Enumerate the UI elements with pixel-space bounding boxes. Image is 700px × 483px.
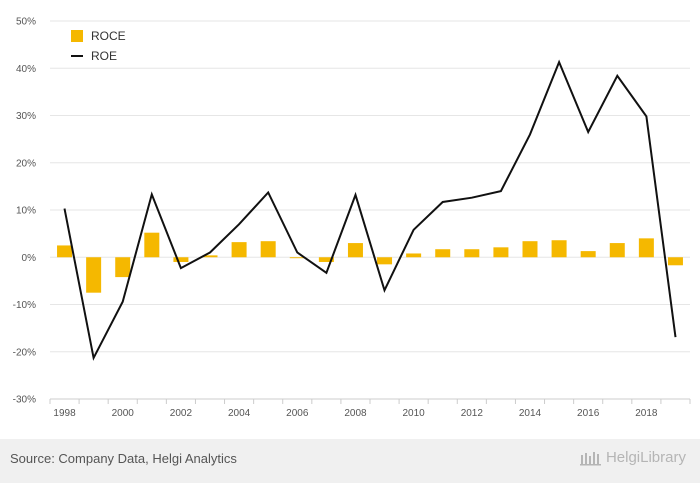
y-tick-label: 30% (16, 111, 36, 122)
chart: -30% -20% -10% 0% 10% 20% 30% 40% 50% 1998 2000 20… (13, 17, 691, 419)
roce-bar (493, 247, 509, 258)
legend: ROCE ROE (71, 29, 126, 63)
roce-bar (318, 257, 334, 262)
roce-bar (551, 240, 567, 258)
roce-bar (464, 249, 480, 258)
roce-bar (86, 257, 102, 293)
footer: Source: Company Data, Helgi Analytics He… (0, 439, 700, 483)
y-tick-label: -30% (13, 395, 36, 406)
roce-bar (289, 257, 305, 259)
roe-line-path (63, 59, 677, 361)
x-axis: 1998 2000 2002 2004 2006 2008 2010 2012 2014 2016… (49, 398, 691, 419)
y-tick-label: 10% (16, 206, 36, 217)
roce-bar (522, 241, 538, 258)
y-tick-label: 40% (16, 64, 36, 75)
x-tick-label: 2012 (461, 408, 484, 419)
roce-bar (406, 253, 422, 258)
y-axis: -30% -20% -10% 0% 10% 20% 30% 40% 50% (13, 17, 36, 406)
roce-bar (231, 242, 247, 258)
roce-bar (667, 257, 683, 266)
roce-legend-label: ROCE (91, 29, 126, 43)
roce-bar (260, 241, 276, 258)
x-tick-label: 2014 (519, 408, 542, 419)
x-tick-label: 2018 (635, 408, 658, 419)
roce-bar (377, 257, 393, 265)
roce-bar (347, 243, 363, 258)
x-tick-label: 2008 (344, 408, 367, 419)
x-tick-label: 2002 (170, 408, 193, 419)
library-icon (579, 451, 601, 465)
roe-line (63, 59, 677, 361)
y-tick-label: 0% (22, 253, 37, 264)
roce-bars (57, 232, 683, 293)
roce-legend-swatch (71, 30, 83, 42)
roce-bar (638, 238, 654, 258)
roce-bar (173, 257, 189, 262)
roce-bar (435, 249, 451, 258)
roce-bar (202, 255, 218, 258)
x-tick-label: 2016 (577, 408, 600, 419)
x-tick-label: 2010 (403, 408, 426, 419)
y-tick-label: 50% (16, 17, 36, 28)
roce-bar (580, 251, 596, 258)
y-tick-label: -10% (13, 300, 36, 311)
grid (50, 20, 690, 400)
brand-name: HelgiLibrary (605, 449, 686, 466)
y-tick-label: 20% (16, 158, 36, 169)
roce-bar (609, 243, 625, 258)
brand-logo[interactable]: HelgiLibrary (579, 449, 686, 466)
roce-bar (115, 257, 131, 278)
y-tick-label: -20% (13, 347, 36, 358)
x-tick-label: 2000 (112, 408, 135, 419)
x-tick-label: 2004 (228, 408, 251, 419)
roce-bar (57, 245, 73, 258)
x-tick-label: 1998 (53, 408, 76, 419)
x-tick-label: 2006 (286, 408, 309, 419)
roce-bar (144, 232, 160, 258)
source-note: Source: Company Data, Helgi Analytics (10, 451, 237, 466)
roe-legend-label: ROE (91, 49, 117, 63)
